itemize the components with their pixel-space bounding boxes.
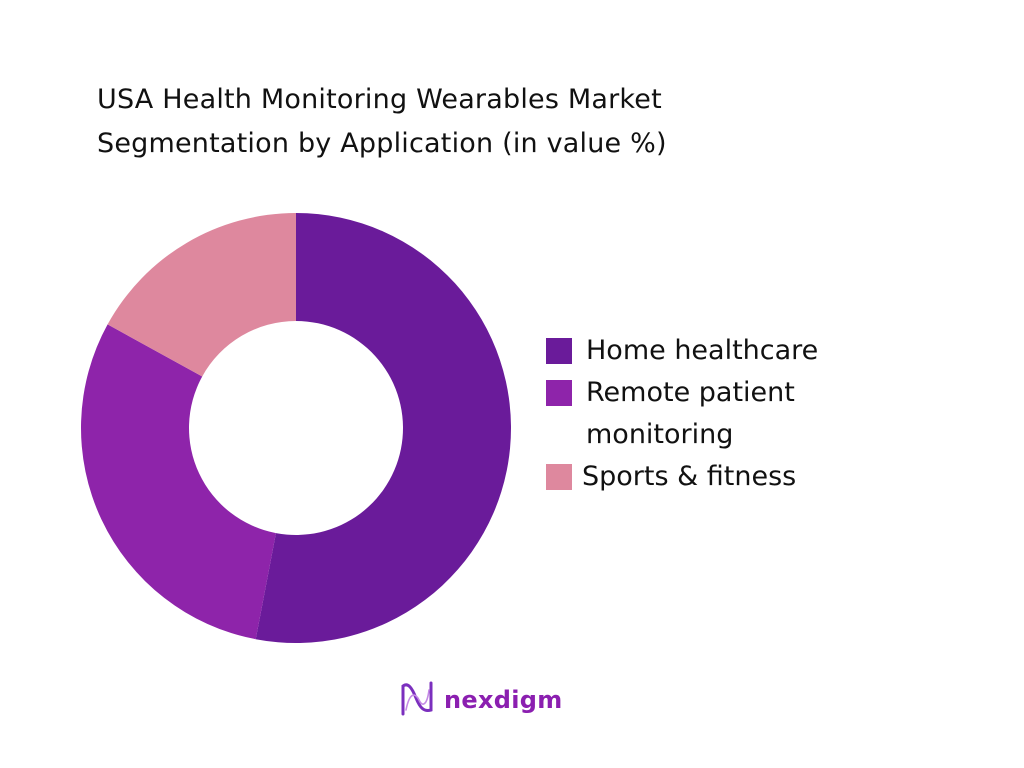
donut-slice-remote-patient-monitoring — [80, 324, 276, 640]
legend-swatch-sports-fitness — [546, 464, 572, 490]
logo-text: nexdigm — [444, 686, 563, 714]
nexdigm-wave-icon — [400, 680, 434, 720]
chart-title-line-2: Segmentation by Application (in value %) — [97, 128, 667, 159]
donut-slice-home-healthcare — [255, 213, 511, 643]
legend-item-home-healthcare: Home healthcare — [546, 330, 876, 372]
legend-swatch-remote-patient-monitoring — [546, 380, 572, 406]
nexdigm-logo: nexdigm — [400, 680, 563, 720]
legend-label: Sports & fitness — [582, 461, 797, 492]
chart-legend: Home healthcare Remote patient monitorin… — [546, 330, 876, 498]
donut-slice-sports-fitness — [107, 213, 297, 377]
legend-item-sports-fitness: Sports & fitness — [546, 456, 876, 498]
legend-label: Remote patient monitoring — [586, 377, 795, 450]
legend-item-remote-patient-monitoring: Remote patient monitoring — [546, 372, 876, 456]
chart-title-line-1: USA Health Monitoring Wearables Market — [97, 84, 662, 115]
legend-swatch-home-healthcare — [546, 338, 572, 364]
legend-label: Home healthcare — [586, 335, 819, 366]
chart-title: USA Health Monitoring Wearables Market S… — [97, 78, 667, 166]
